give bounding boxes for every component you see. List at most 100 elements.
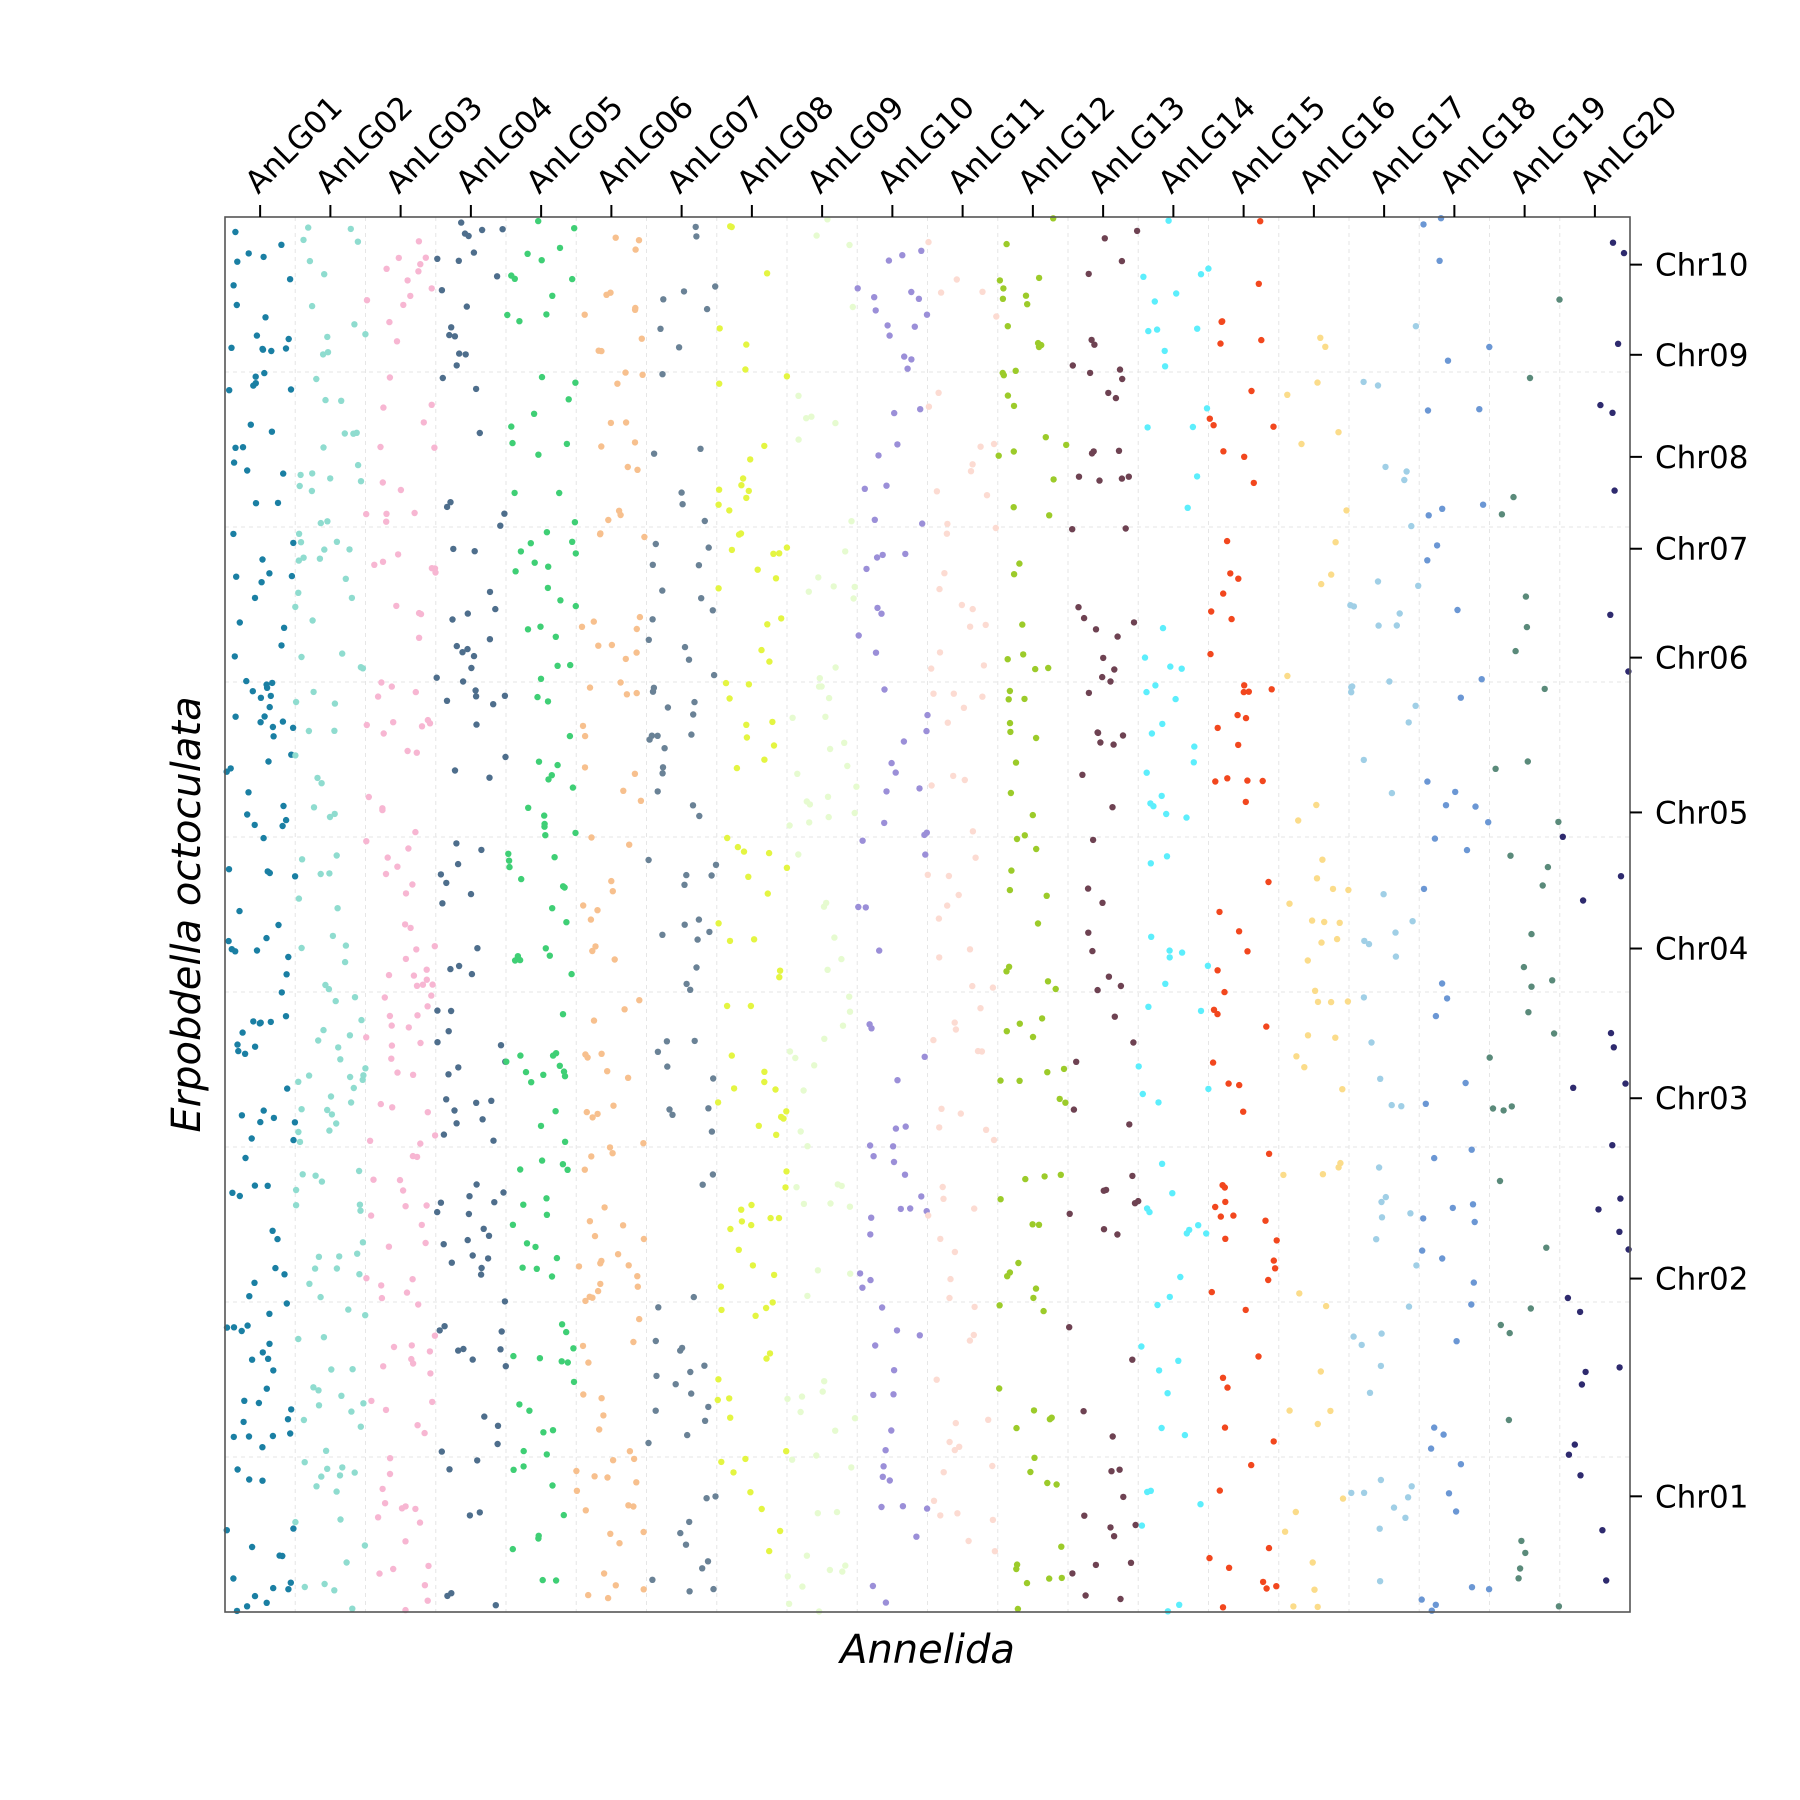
data-point xyxy=(1178,949,1186,956)
data-point xyxy=(490,701,497,708)
data-point xyxy=(431,444,438,451)
data-point xyxy=(1062,1099,1069,1106)
data-point xyxy=(1205,1085,1212,1093)
data-point xyxy=(520,1447,527,1455)
data-point xyxy=(298,1106,305,1113)
data-point xyxy=(572,602,579,610)
data-point xyxy=(1114,1231,1121,1238)
data-point xyxy=(743,734,751,741)
data-point xyxy=(390,1343,398,1351)
data-point xyxy=(297,471,304,479)
data-point xyxy=(1240,1108,1247,1115)
data-point xyxy=(467,890,475,898)
data-point xyxy=(654,732,661,739)
data-point xyxy=(650,684,658,691)
data-point xyxy=(386,374,394,381)
data-point xyxy=(502,1363,509,1370)
data-point xyxy=(841,739,848,746)
data-point xyxy=(1335,429,1342,436)
data-point xyxy=(664,1063,671,1070)
data-point xyxy=(659,587,666,594)
data-point xyxy=(1019,621,1026,628)
data-point xyxy=(690,711,697,718)
data-point xyxy=(764,621,771,628)
data-point xyxy=(318,780,325,787)
data-point xyxy=(761,1078,768,1086)
data-point xyxy=(1528,983,1535,990)
data-point xyxy=(633,625,640,633)
data-point xyxy=(609,1150,616,1157)
data-point xyxy=(478,1264,485,1272)
data-point xyxy=(1518,1537,1525,1545)
data-point xyxy=(1021,832,1028,839)
data-point xyxy=(804,1143,811,1150)
data-point xyxy=(946,1294,953,1302)
data-point xyxy=(1457,694,1465,701)
data-point xyxy=(1439,505,1446,512)
data-point xyxy=(875,452,882,459)
data-point xyxy=(614,1251,622,1258)
data-point xyxy=(1420,885,1428,893)
data-point xyxy=(501,1298,509,1305)
data-point xyxy=(458,219,465,226)
data-point xyxy=(855,903,862,911)
data-point xyxy=(1255,1353,1262,1360)
data-point xyxy=(625,1502,632,1509)
data-point xyxy=(292,752,299,759)
data-point xyxy=(285,953,292,961)
data-point xyxy=(1242,1306,1249,1314)
data-point xyxy=(645,856,652,864)
data-point xyxy=(1208,608,1215,615)
data-point xyxy=(1582,1368,1589,1376)
data-point xyxy=(386,1012,394,1020)
data-point xyxy=(742,1455,749,1463)
data-point xyxy=(924,711,931,719)
data-point xyxy=(693,233,700,240)
data-point xyxy=(428,401,435,408)
data-point xyxy=(298,856,306,863)
data-point xyxy=(383,518,390,525)
data-point xyxy=(1147,860,1155,867)
data-point xyxy=(381,1500,389,1507)
data-point xyxy=(1453,1338,1460,1345)
data-point xyxy=(1311,987,1319,994)
data-point xyxy=(951,1019,958,1026)
data-point xyxy=(279,822,286,830)
data-point xyxy=(564,1359,571,1366)
data-point xyxy=(708,1128,716,1135)
data-point xyxy=(600,1570,608,1577)
data-point xyxy=(413,982,421,989)
data-point xyxy=(266,1340,273,1348)
data-point xyxy=(1230,1212,1237,1219)
data-point xyxy=(1181,1431,1189,1439)
data-point xyxy=(451,767,459,774)
data-point xyxy=(326,870,333,877)
data-point xyxy=(240,1418,247,1426)
data-point xyxy=(617,511,624,519)
data-point xyxy=(589,1114,596,1121)
data-point xyxy=(413,749,420,756)
data-point xyxy=(243,1603,251,1610)
data-point xyxy=(252,380,259,387)
data-point xyxy=(376,1570,383,1577)
data-point xyxy=(1259,777,1266,785)
y-tick-label: Chr03 xyxy=(1655,1081,1748,1117)
data-point xyxy=(279,718,287,725)
data-point xyxy=(313,375,320,383)
data-point xyxy=(322,1447,330,1455)
data-point xyxy=(1141,654,1149,661)
data-point xyxy=(661,745,668,752)
data-point xyxy=(783,544,791,551)
data-point xyxy=(485,1232,493,1240)
data-point xyxy=(650,450,658,457)
series-AnLG05 xyxy=(503,217,579,1584)
data-point xyxy=(298,944,305,952)
series-AnLG17 xyxy=(1347,323,1422,1585)
data-point xyxy=(1050,476,1057,483)
data-point xyxy=(1393,622,1401,629)
data-point xyxy=(1079,771,1086,778)
data-point xyxy=(1161,347,1168,355)
data-point xyxy=(448,324,455,331)
data-point xyxy=(867,1276,874,1284)
data-point xyxy=(379,558,387,565)
